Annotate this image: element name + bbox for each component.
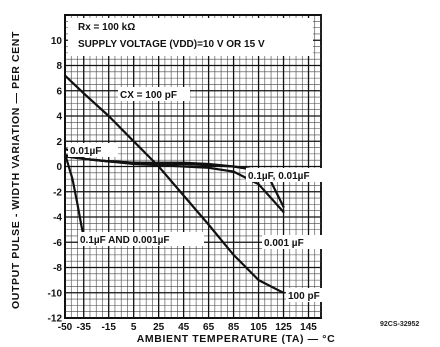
- data-point-steep: [71, 178, 74, 181]
- data-point-100pf: [182, 194, 185, 197]
- data-point-100pf: [107, 115, 110, 117]
- data-point-0001uf: [157, 164, 160, 167]
- data-point-01uf: [232, 165, 235, 168]
- y-tick-label: 0: [56, 162, 62, 173]
- label-bg-01uf-001uf: [246, 168, 326, 182]
- label-bg-001uf: [68, 143, 118, 157]
- annotation-rx: Rx = 100 kΩ: [78, 22, 135, 33]
- data-point-steep: [80, 223, 83, 226]
- major-grid: [64, 14, 321, 319]
- x-tick-label: 45: [178, 322, 190, 333]
- curve-label-cx100: CX = 100 pF: [120, 90, 177, 101]
- y-tick-labels: 10 8 6 4 2 0 -2 -4 -6 -8 -10 -12: [48, 36, 63, 325]
- data-point-0001uf: [82, 158, 85, 160]
- data-point-steep: [76, 203, 79, 206]
- data-point-01uf: [182, 163, 185, 165]
- x-tick-label: 25: [153, 322, 165, 333]
- label-bg-01uf-and-0001uf: [78, 232, 204, 246]
- y-axis-label: OUTPUT PULSE - WIDTH VARIATION — PER CEN…: [10, 31, 22, 309]
- x-axis-label: AMBIENT TEMPERATURE (TA) — °C: [137, 333, 336, 345]
- x-tick-label: -35: [77, 322, 92, 333]
- label-bg-100pf: [286, 288, 332, 302]
- data-point-0001uf: [232, 170, 235, 173]
- annotation-backdrop: [68, 18, 313, 56]
- x-tick-label: 65: [203, 322, 215, 333]
- x-tick-labels: -50 -35 -15 5 25 45 65 85 105 125 145: [58, 322, 318, 333]
- data-point-100pf: [257, 279, 260, 281]
- data-point-0001uf: [107, 160, 110, 163]
- curve-label-100pf: 100 pF: [288, 291, 320, 302]
- data-point-0001uf: [282, 211, 285, 213]
- y-tick-label: 4: [56, 112, 62, 123]
- figure-reference: 92CS-32952: [380, 321, 419, 328]
- y-tick-label: -10: [48, 288, 63, 299]
- y-tick-label: 2: [56, 137, 62, 148]
- label-bg-cx100: [118, 87, 190, 101]
- x-tick-label: 5: [131, 322, 137, 333]
- data-point-0001uf: [257, 183, 260, 186]
- data-point-001uf: [64, 147, 66, 150]
- series-line-100pf: [63, 74, 285, 294]
- x-tick-label: 145: [300, 322, 317, 333]
- y-tick-label: 6: [56, 86, 62, 97]
- y-tick-label: 8: [56, 61, 62, 72]
- y-tick-label: 10: [51, 36, 63, 47]
- data-point-100pf: [207, 223, 210, 226]
- y-tick-label: -4: [53, 213, 62, 224]
- data-point-01uf: [207, 164, 210, 167]
- y-tick-label: -8: [53, 263, 62, 274]
- data-point-100pf: [132, 140, 135, 143]
- data-point-100pf: [64, 74, 66, 77]
- data-point-0001uf: [207, 166, 210, 169]
- data-point-0001uf: [132, 163, 135, 165]
- x-tick-label: 85: [228, 322, 240, 333]
- label-bg-0001uf: [262, 235, 326, 249]
- y-tick-label: -2: [53, 187, 62, 198]
- data-point-100pf: [232, 254, 235, 256]
- y-tick-label: -12: [48, 314, 63, 325]
- x-tick-label: 125: [275, 322, 292, 333]
- data-point-steep: [64, 153, 66, 155]
- curve-label-0001uf: 0.001 µF: [264, 238, 304, 249]
- data-point-001uf: [282, 206, 285, 208]
- data-point-100pf: [282, 291, 285, 294]
- curve-label-01uf-and-0001uf: 0.1µF AND 0.001µF: [80, 235, 170, 246]
- data-point-100pf: [82, 92, 85, 95]
- curve-label-01uf-001uf: 0.1µF, 0.01µF: [248, 171, 310, 182]
- x-tick-label: -15: [101, 322, 116, 333]
- annotation-supply-voltage: SUPPLY VOLTAGE (VDD)=10 V OR 15 V: [78, 39, 265, 50]
- x-tick-label: 105: [250, 322, 267, 333]
- y-tick-label: -6: [53, 238, 62, 249]
- x-tick-label: -50: [58, 322, 73, 333]
- curve-label-001uf: 0.01µF: [70, 146, 101, 157]
- data-point-0001uf: [182, 165, 185, 168]
